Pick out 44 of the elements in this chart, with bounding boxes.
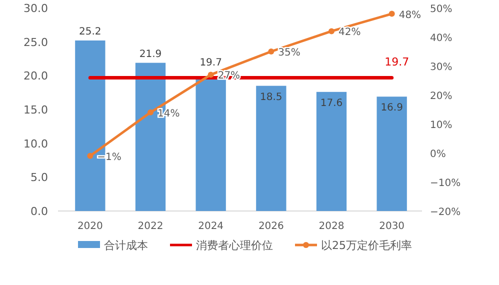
- y2-tick-label: 40%: [430, 33, 452, 44]
- y-tick-label: 0.0: [30, 205, 48, 218]
- y-tick-label: 25.0: [24, 36, 48, 49]
- bar: [376, 96, 407, 211]
- data-label: 25.2: [79, 26, 102, 38]
- data-label: 35%: [278, 48, 300, 58]
- bar: [316, 92, 347, 211]
- y2-tick-label: 30%: [430, 62, 452, 73]
- bar: [256, 86, 286, 211]
- legend-label: 以25万定价毛利率: [321, 239, 412, 252]
- point: [148, 109, 154, 116]
- data-label: 21.9: [139, 48, 162, 60]
- data-label: 16.9: [380, 102, 403, 114]
- y2-tick-label: 10%: [430, 120, 452, 131]
- legend-label: 消费者心理价位: [196, 239, 273, 252]
- y-tick-label: 5.0: [30, 171, 48, 184]
- point: [328, 28, 334, 34]
- x-tick-label: 2024: [198, 221, 224, 232]
- x-tick-label: 2030: [379, 221, 405, 232]
- y2-tick-label: 50%: [430, 4, 452, 15]
- x-tick-label: 2028: [318, 221, 344, 232]
- y-tick-label: 20.0: [24, 70, 48, 83]
- data-label: 19.7: [200, 58, 222, 69]
- x-tick-label: 2026: [258, 221, 284, 232]
- point: [87, 152, 94, 159]
- data-label: 48%: [398, 10, 422, 21]
- y-tick-label: 10.0: [24, 137, 48, 150]
- y2-tick-label: 20%: [430, 91, 452, 102]
- data-label: 19.7: [384, 56, 410, 69]
- x-tick-label: 2020: [77, 221, 103, 232]
- x-tick-label: 2022: [138, 221, 164, 232]
- point: [208, 72, 214, 78]
- y2-tick-label: −20%: [430, 207, 461, 218]
- data-label: 42%: [338, 27, 361, 38]
- data-label: 17.6: [320, 98, 343, 109]
- point: [388, 10, 395, 17]
- point: [268, 48, 274, 54]
- y2-tick-label: −10%: [430, 178, 461, 189]
- y2-tick-label: 0%: [430, 149, 446, 160]
- y-tick-label: 30.0: [24, 2, 48, 15]
- legend-label: 合计成本: [104, 239, 148, 252]
- y-tick-label: 15.0: [24, 104, 48, 116]
- bar: [196, 78, 226, 211]
- data-label: 18.5: [260, 92, 282, 103]
